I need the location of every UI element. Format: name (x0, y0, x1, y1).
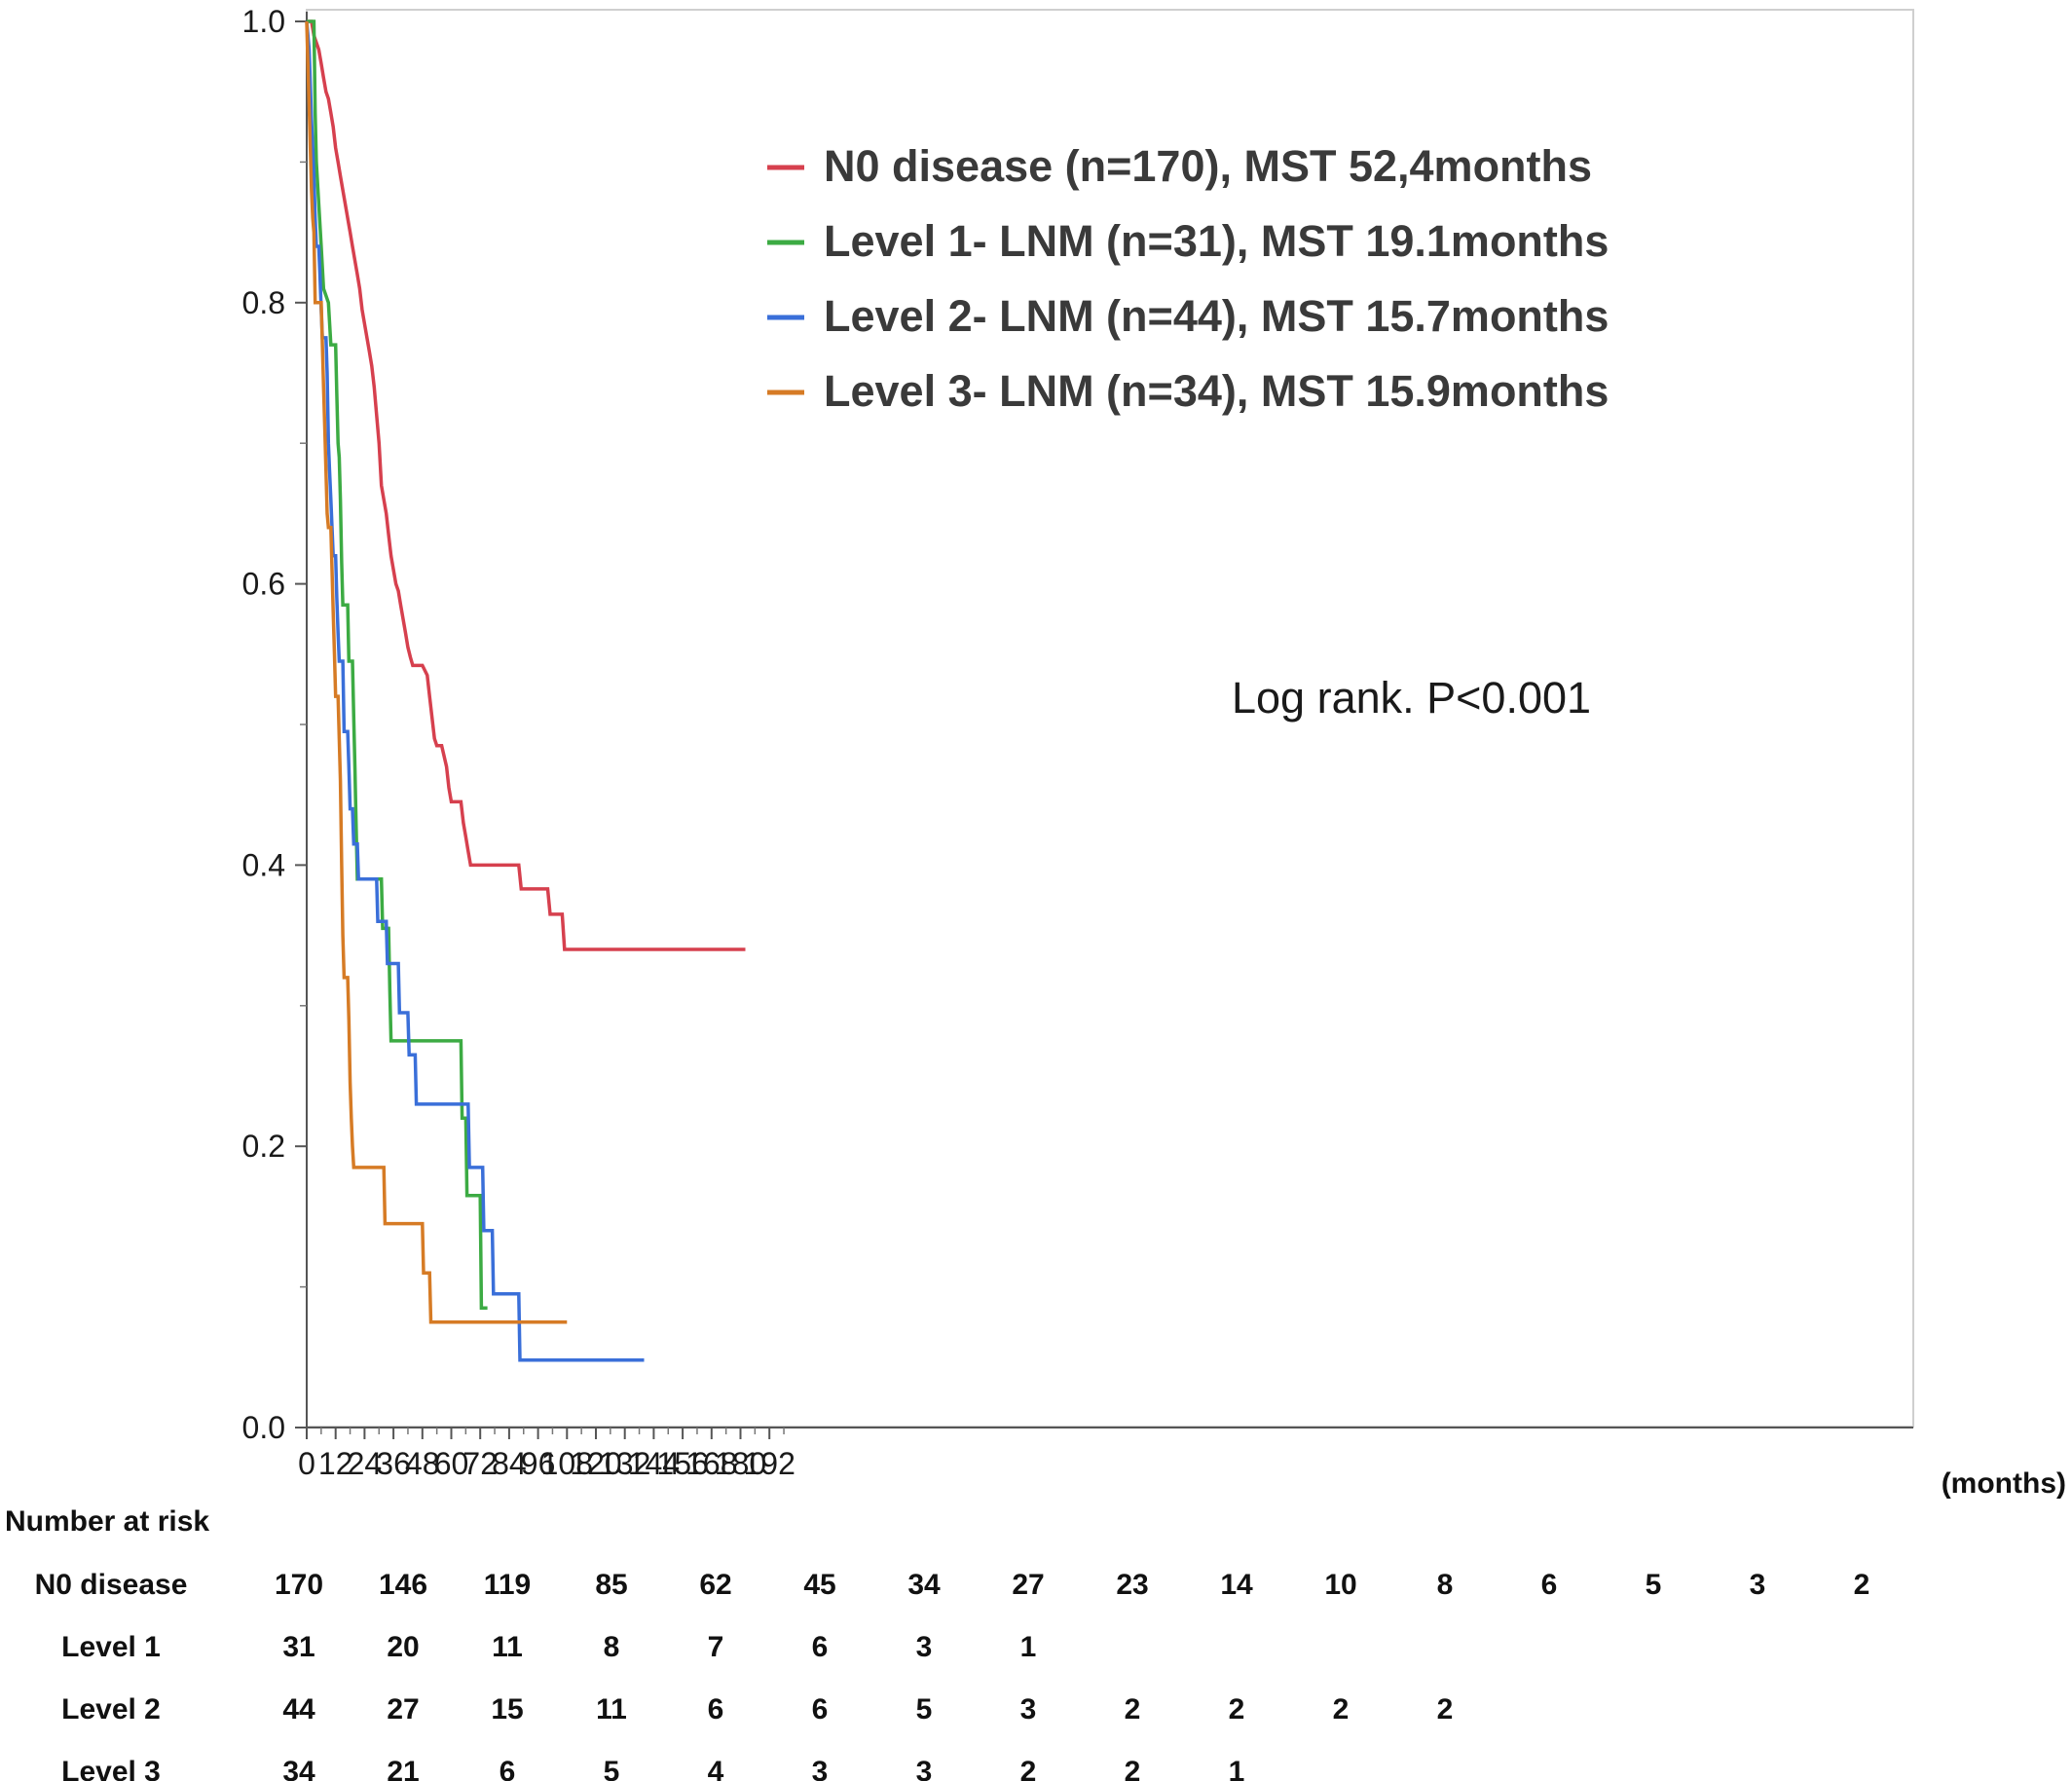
series-line-3 (305, 20, 645, 1362)
risk-cell: 170 (275, 1569, 323, 1601)
risk-cell: 5 (1646, 1569, 1662, 1601)
risk-cell: 2 (1020, 1756, 1037, 1781)
legend-label-4: Level 3- LNM (n=34), MST 15.9months (824, 366, 1609, 416)
risk-cell: 6 (812, 1693, 829, 1725)
risk-cell: 2 (1437, 1693, 1454, 1725)
risk-cell: 1 (1229, 1756, 1245, 1781)
risk-cell: 85 (595, 1569, 627, 1601)
risk-cell: 5 (604, 1756, 620, 1781)
risk-cell: 34 (282, 1756, 315, 1781)
x-tick-label: 108 (541, 1446, 593, 1481)
risk-cell: 21 (387, 1756, 419, 1781)
risk-cell: 3 (812, 1756, 829, 1781)
risk-cell: 14 (1220, 1569, 1253, 1601)
risk-cell: 3 (1020, 1693, 1037, 1725)
legend-label-2: Level 1- LNM (n=31), MST 19.1months (824, 216, 1609, 266)
risk-cell: 45 (803, 1569, 835, 1601)
legend: N0 disease (n=170), MST 52,4months Level … (767, 141, 1609, 416)
risk-cell: 10 (1324, 1569, 1356, 1601)
risk-cell: 5 (916, 1693, 933, 1725)
risk-table-title: Number at risk (5, 1505, 209, 1538)
x-tick-label: 48 (405, 1446, 440, 1481)
legend-label-1: N0 disease (n=170), MST 52,4months (824, 141, 1592, 191)
risk-cell: 2 (1333, 1693, 1350, 1725)
risk-cell: 6 (812, 1631, 829, 1663)
risk-cell: 119 (484, 1569, 531, 1601)
x-tick-label: 144 (628, 1446, 680, 1481)
risk-cell: 2 (1125, 1756, 1141, 1781)
x-tick-label: 72 (462, 1446, 498, 1481)
risk-row-label: Level 1 (61, 1631, 161, 1663)
y-tick-label: 0.2 (242, 1129, 285, 1164)
risk-row-label: Level 2 (61, 1693, 161, 1725)
x-tick-label: 12 (318, 1446, 353, 1481)
risk-row-label: N0 disease (35, 1569, 188, 1601)
risk-cell: 15 (491, 1693, 523, 1725)
risk-cell: 3 (916, 1756, 933, 1781)
legend-label-3: Level 2- LNM (n=44), MST 15.7months (824, 291, 1609, 341)
y-tick-label: 0.8 (242, 285, 285, 320)
log-rank-annotation: Log rank. P<0.001 (1232, 673, 1591, 723)
x-tick-label: 156 (656, 1446, 708, 1481)
x-tick-label: 120 (570, 1446, 621, 1481)
risk-cell: 27 (1012, 1569, 1044, 1601)
risk-cell: 6 (500, 1756, 516, 1781)
risk-cell: 34 (907, 1569, 941, 1601)
series-line-2 (307, 19, 488, 1311)
risk-cell: 4 (708, 1756, 724, 1781)
x-tick-label: 36 (376, 1446, 411, 1481)
risk-cell: 2 (1854, 1569, 1870, 1601)
risk-cell: 11 (492, 1631, 523, 1663)
risk-cell: 11 (596, 1693, 627, 1725)
risk-cell: 3 (916, 1631, 933, 1663)
x-tick-label: 192 (744, 1446, 796, 1481)
risk-cell: 6 (1541, 1569, 1558, 1601)
risk-cell: 2 (1229, 1693, 1245, 1725)
risk-cell: 146 (379, 1569, 427, 1601)
risk-cell: 31 (282, 1631, 314, 1663)
risk-cell: 44 (282, 1693, 315, 1725)
survival-curves (305, 19, 746, 1362)
risk-cell: 62 (699, 1569, 731, 1601)
risk-cell: 1 (1020, 1631, 1037, 1663)
x-tick-label: 84 (492, 1446, 527, 1481)
series-line-4 (305, 20, 568, 1324)
risk-cell: 8 (604, 1631, 620, 1663)
x-tick-label: 132 (599, 1446, 650, 1481)
risk-cell: 7 (708, 1631, 724, 1663)
x-tick-label: 0 (298, 1446, 315, 1481)
series-line-1 (307, 19, 746, 951)
x-tick-label: 60 (434, 1446, 469, 1481)
risk-cell: 6 (708, 1693, 724, 1725)
y-tick-label: 1.0 (242, 4, 285, 39)
risk-cell: 8 (1437, 1569, 1454, 1601)
risk-cell: 23 (1116, 1569, 1148, 1601)
risk-cell: 27 (387, 1693, 419, 1725)
x-tick-label: 168 (685, 1446, 737, 1481)
y-tick-label: 0.0 (242, 1410, 285, 1445)
x-tick-label: 96 (521, 1446, 556, 1481)
risk-cell: 3 (1750, 1569, 1766, 1601)
risk-cell: 2 (1125, 1693, 1141, 1725)
y-tick-label: 0.6 (242, 567, 285, 602)
risk-row-label: Level 3 (61, 1756, 161, 1781)
axes: 0 122436486072849610812013214415616818019… (242, 4, 1913, 1481)
x-tick-label: 24 (348, 1446, 383, 1481)
risk-cell: 20 (387, 1631, 419, 1663)
risk-table: N0 disease 170 146 119 85 62 45 34 27 23 14 10 8 6 5 3 2… (35, 1569, 1870, 1781)
y-tick-label: 0.4 (242, 847, 285, 882)
x-tick-label: 180 (715, 1446, 766, 1481)
x-unit-label: (months) (1942, 1467, 2066, 1500)
